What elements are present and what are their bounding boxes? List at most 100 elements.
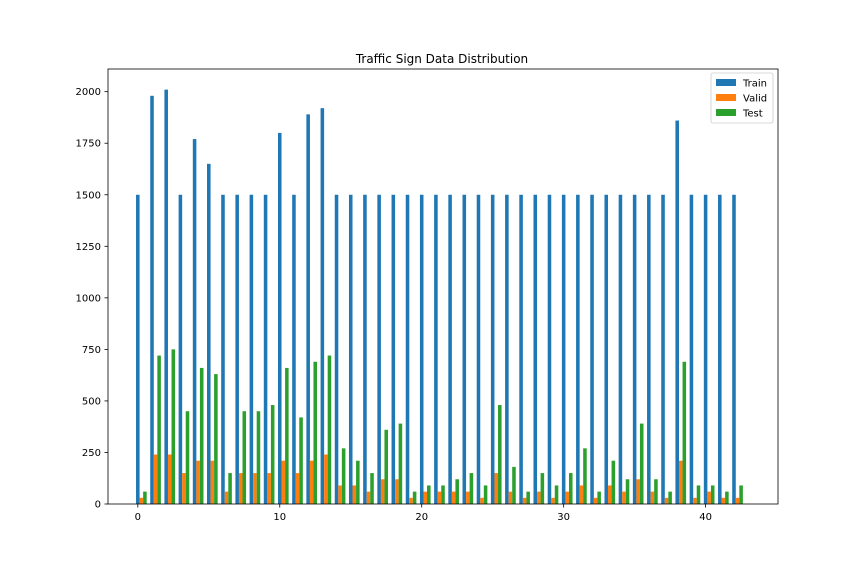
bar-valid-22 — [451, 491, 456, 504]
bar-train-16 — [363, 194, 367, 504]
bar-test-13 — [327, 355, 332, 504]
bar-test-9 — [270, 405, 275, 504]
bar-train-17 — [377, 194, 381, 504]
bar-train-41 — [718, 194, 722, 504]
bar-train-14 — [334, 194, 339, 504]
bar-valid-26 — [508, 491, 513, 504]
legend-label-train: Train — [742, 79, 767, 90]
bar-train-32 — [590, 194, 594, 504]
y-tick-label-1500: 1500 — [76, 190, 101, 201]
x-tick-label-0: 0 — [135, 512, 141, 523]
bar-train-33 — [604, 194, 609, 504]
y-tick-label-1000: 1000 — [76, 293, 101, 304]
bar-valid-10 — [281, 460, 286, 504]
bar-train-0 — [136, 194, 140, 504]
bar-valid-29 — [551, 497, 555, 504]
bar-train-4 — [192, 139, 197, 504]
bar-train-13 — [320, 108, 325, 505]
bar-test-28 — [540, 473, 545, 504]
bar-train-11 — [292, 194, 296, 504]
legend-swatch-test — [716, 109, 736, 116]
y-tick-label-1250: 1250 — [76, 242, 101, 253]
bar-train-10 — [277, 132, 282, 504]
bar-valid-42 — [735, 497, 740, 504]
bar-valid-41 — [721, 497, 726, 504]
bar-valid-3 — [182, 473, 186, 504]
x-tick-label-30: 30 — [557, 512, 570, 523]
bar-train-7 — [235, 194, 239, 504]
bar-valid-30 — [565, 491, 569, 504]
y-tick-label-1750: 1750 — [76, 139, 101, 150]
bar-test-1 — [157, 355, 161, 504]
bar-test-22 — [455, 479, 459, 504]
bar-valid-17 — [380, 479, 385, 504]
y-tick-label-750: 750 — [82, 345, 101, 356]
bar-train-35 — [632, 194, 637, 504]
bar-valid-15 — [352, 485, 357, 504]
bar-train-1 — [150, 95, 154, 505]
bar-test-23 — [469, 473, 474, 504]
bar-valid-38 — [678, 460, 683, 504]
bar-valid-36 — [650, 491, 655, 504]
bar-test-17 — [384, 429, 388, 504]
bar-train-15 — [348, 194, 353, 504]
y-tick-label-2000: 2000 — [76, 87, 101, 98]
bar-test-39 — [696, 485, 701, 504]
bar-train-30 — [561, 194, 566, 504]
bar-test-29 — [554, 485, 559, 504]
axes-layer: 0 10 20 30 40 0 250 500 750 1000 1250 1500 1750 2000 — [76, 68, 779, 523]
bar-test-3 — [185, 411, 190, 504]
bar-test-12 — [313, 361, 318, 504]
y-tick-label-0: 0 — [95, 500, 101, 511]
bar-test-5 — [214, 374, 218, 504]
bar-test-20 — [427, 485, 431, 504]
bar-test-42 — [739, 485, 743, 504]
bar-valid-21 — [437, 491, 442, 504]
bar-test-18 — [398, 423, 403, 504]
bar-test-36 — [654, 479, 658, 504]
bar-train-34 — [618, 194, 623, 504]
bar-train-28 — [533, 194, 538, 504]
bar-train-29 — [547, 194, 552, 504]
bar-valid-35 — [636, 479, 640, 504]
bar-test-41 — [725, 491, 729, 504]
bar-train-3 — [178, 194, 183, 504]
bar-test-10 — [285, 367, 289, 504]
bar-valid-25 — [494, 473, 499, 504]
bar-valid-31 — [579, 485, 584, 504]
x-tick-label-20: 20 — [415, 512, 428, 523]
bar-valid-5 — [210, 460, 215, 504]
bar-test-37 — [668, 491, 672, 504]
bar-test-2 — [171, 349, 176, 504]
bar-test-33 — [611, 460, 616, 504]
bar-train-25 — [490, 194, 495, 504]
bar-train-22 — [448, 194, 452, 504]
bar-test-21 — [441, 485, 445, 504]
bar-valid-0 — [139, 497, 144, 504]
legend-label-valid: Valid — [743, 94, 767, 105]
bar-valid-9 — [267, 473, 271, 504]
bar-train-6 — [221, 194, 225, 504]
bar-test-8 — [256, 411, 261, 504]
bar-valid-4 — [196, 460, 200, 504]
legend: Train Valid Test — [710, 72, 774, 124]
bar-test-14 — [341, 448, 346, 504]
bar-test-30 — [568, 473, 573, 504]
y-tick-label-250: 250 — [82, 448, 101, 459]
bar-test-4 — [199, 367, 204, 504]
bar-train-5 — [207, 163, 211, 504]
y-tick-label-500: 500 — [82, 396, 101, 407]
bar-test-27 — [526, 491, 530, 504]
bar-valid-23 — [466, 491, 470, 504]
bar-train-37 — [661, 194, 665, 504]
bar-train-9 — [263, 194, 268, 504]
bar-valid-13 — [324, 454, 328, 504]
bar-train-21 — [434, 194, 438, 504]
x-tick-label-40: 40 — [699, 512, 712, 523]
bar-train-42 — [732, 194, 736, 504]
x-tick-label-10: 10 — [273, 512, 286, 523]
bar-test-7 — [242, 411, 247, 504]
bar-test-19 — [412, 491, 417, 504]
bar-valid-39 — [693, 497, 697, 504]
